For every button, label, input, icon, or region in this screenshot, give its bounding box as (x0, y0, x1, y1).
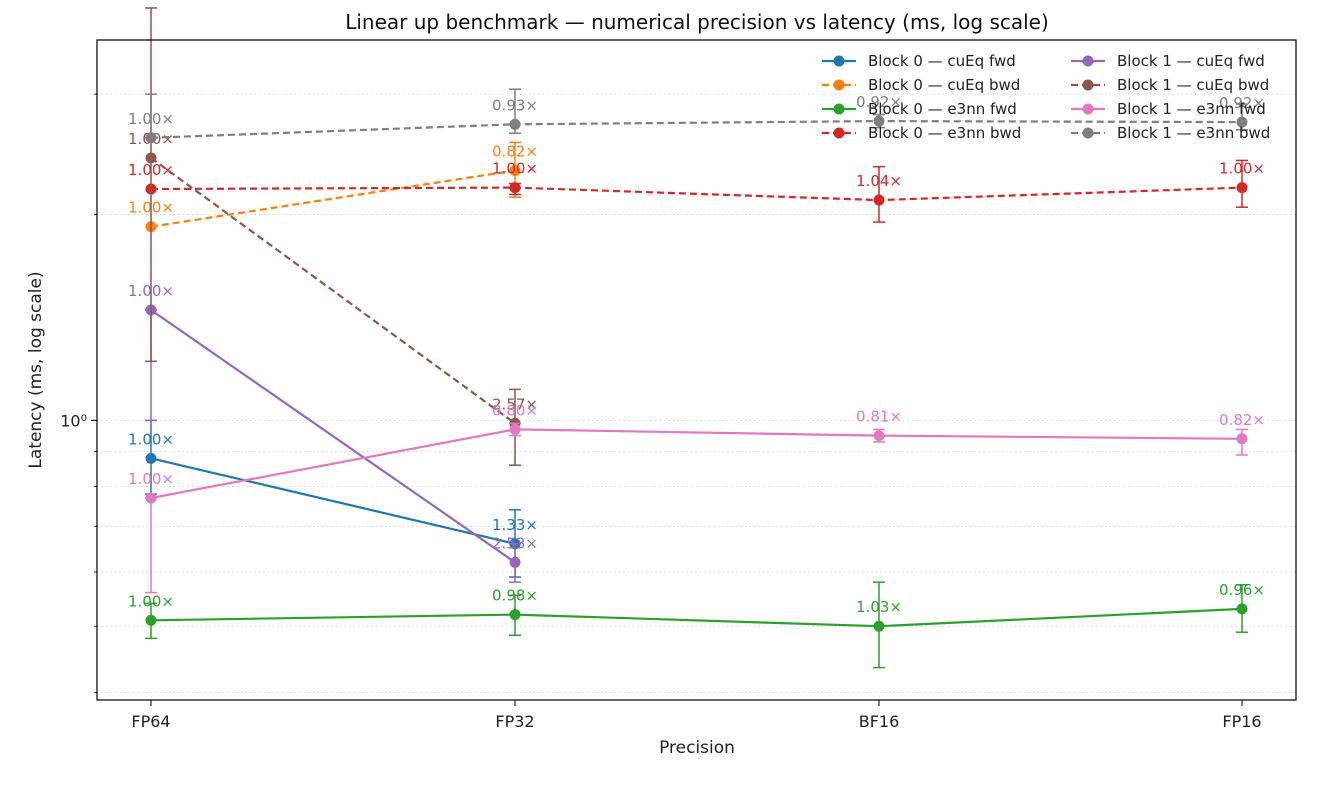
y-axis-title: Latency (ms, log scale) (26, 271, 46, 468)
legend-marker (833, 103, 845, 115)
legend-marker (1082, 127, 1094, 139)
data-point (1236, 182, 1248, 194)
y-tick-label: 10⁰ (60, 411, 87, 430)
legend-label: Block 0 — e3nn bwd (868, 124, 1021, 142)
x-axis-title: Precision (659, 738, 735, 758)
data-point (509, 118, 521, 130)
data-point (873, 430, 885, 442)
data-point (1236, 116, 1248, 128)
data-point (145, 614, 157, 626)
data-label: 0.82× (492, 142, 538, 160)
series-group: 1.00× 0.98× 1.03× 0.96× (128, 581, 1265, 669)
data-label: 1.00× (128, 430, 174, 448)
data-label: 0.96× (1219, 581, 1265, 599)
data-label: 1.03× (856, 598, 902, 616)
data-point (873, 194, 885, 206)
data-point (509, 423, 521, 435)
data-label: 2.53× (492, 534, 538, 552)
series-line (150, 186, 1243, 202)
data-label: 0.93× (492, 96, 538, 114)
data-point (1236, 603, 1248, 615)
data-label: 2.57× (492, 395, 538, 413)
data-label: 0.82× (1219, 411, 1265, 429)
legend-label: Block 1 — cuEq bwd (1117, 76, 1269, 94)
legend-marker (1082, 55, 1094, 67)
legend-marker (833, 127, 845, 139)
data-label: 1.04× (856, 172, 902, 190)
data-label: 0.92× (856, 93, 902, 111)
series-group: 1.00× 1.00×1.04×1.00× (128, 160, 1265, 223)
data-point (873, 620, 885, 632)
data-point (509, 164, 521, 176)
legend-label: Block 0 — cuEq fwd (868, 52, 1016, 70)
series-group: 1.00× 0.80× 0.81× 0.82× (128, 401, 1265, 594)
legend-label: Block 0 — e3nn fwd (868, 100, 1017, 118)
series-line (150, 309, 516, 564)
series-line (150, 119, 1243, 139)
x-tick-label: BF16 (859, 712, 900, 731)
data-label: 0.98× (492, 587, 538, 605)
grid-lines: 10⁰ (60, 93, 1296, 693)
data-point (509, 609, 521, 621)
legend: Block 0 — cuEq fwd Block 0 — cuEq bwd Bloc… (822, 52, 1270, 142)
legend-marker (1082, 79, 1094, 91)
data-label: 1.00× (492, 160, 538, 178)
legend-marker (833, 79, 845, 91)
legend-marker (833, 55, 845, 67)
data-point (145, 132, 157, 144)
series-line (150, 169, 516, 228)
data-point (509, 182, 521, 194)
data-point (1236, 433, 1248, 445)
data-point (145, 452, 157, 464)
data-point (145, 492, 157, 504)
data-label: 1.00× (128, 470, 174, 488)
data-point (873, 115, 885, 127)
legend-marker (1082, 103, 1094, 115)
data-label: 1.00× (128, 592, 174, 610)
series-group: 1.00× 2.53× (128, 282, 538, 583)
series-line (150, 607, 1243, 628)
x-tick-label: FP64 (131, 712, 170, 731)
series-group: 1.00× 0.93× 0.92× 0.92× (128, 88, 1265, 144)
x-tick-label: FP16 (1222, 712, 1261, 731)
legend-label: Block 1 — e3nn bwd (1117, 124, 1270, 142)
data-label: 1.33× (492, 516, 538, 534)
legend-label: Block 0 — cuEq bwd (868, 76, 1020, 94)
series-line (150, 428, 1243, 500)
chart-title: Linear up benchmark — numerical precisio… (345, 10, 1049, 34)
data-label: 0.92× (1219, 94, 1265, 112)
series-group: 1.00× 1.33× (128, 419, 538, 578)
data-point (145, 152, 157, 164)
series-group: 1.00× 2.57× (128, 7, 538, 466)
data-label: 1.00× (1219, 160, 1265, 178)
legend-label: Block 1 — cuEq fwd (1117, 52, 1265, 70)
data-label: 0.80× (492, 401, 538, 419)
plot-frame (96, 39, 1297, 701)
legend-label: Block 1 — e3nn fwd (1117, 100, 1266, 118)
data-point (509, 556, 521, 568)
data-label: 0.81× (856, 408, 902, 426)
series-line (150, 157, 516, 425)
x-tick-label: FP32 (495, 712, 534, 731)
data-label: 1.00× (128, 110, 174, 128)
series-line (150, 457, 516, 545)
